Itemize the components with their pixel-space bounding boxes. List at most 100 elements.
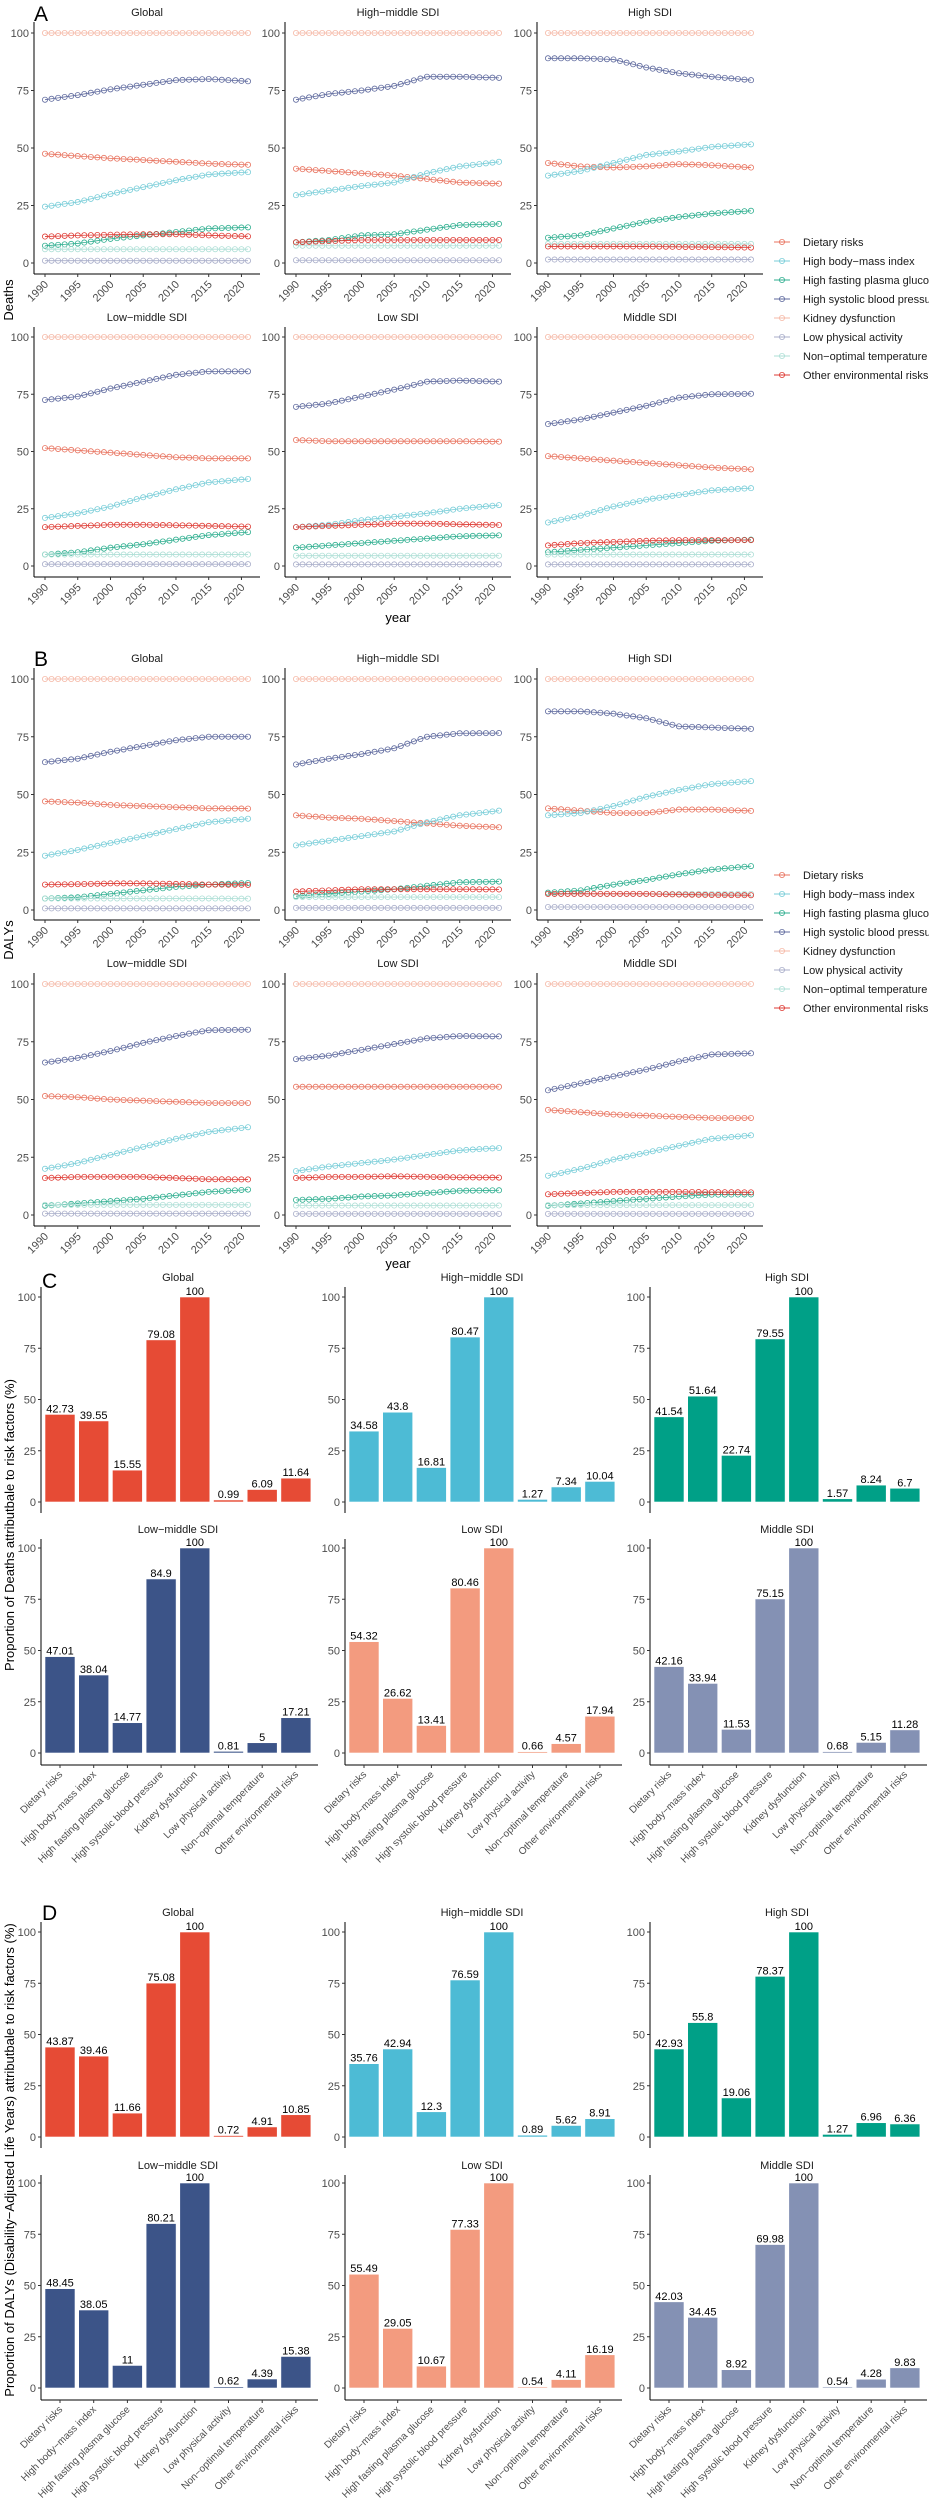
data-point	[590, 29, 597, 36]
data-point	[482, 438, 489, 445]
data-point	[430, 29, 437, 36]
data-point	[338, 1050, 345, 1057]
data-point	[456, 894, 463, 901]
data-point	[623, 500, 630, 507]
data-point	[81, 90, 88, 97]
x-tick-label: 2010	[407, 582, 433, 608]
data-point	[482, 1174, 489, 1181]
series-1	[545, 453, 755, 473]
data-point	[584, 1109, 591, 1116]
data-point	[669, 981, 676, 988]
data-point	[590, 561, 597, 568]
data-point	[391, 552, 398, 559]
series-line	[44, 801, 249, 809]
data-point	[192, 482, 199, 489]
data-point	[371, 181, 378, 188]
data-point	[365, 539, 372, 546]
data-point	[571, 887, 578, 894]
data-point	[166, 884, 173, 891]
data-point	[186, 823, 193, 830]
data-point	[603, 890, 610, 897]
data-point	[443, 731, 450, 738]
data-point	[231, 169, 238, 176]
data-point	[205, 1099, 212, 1106]
data-point	[332, 894, 339, 901]
bar	[179, 1296, 211, 1503]
data-point	[100, 1153, 107, 1160]
data-point	[443, 257, 450, 264]
data-point	[675, 333, 682, 340]
data-point	[378, 538, 385, 545]
bar-value-label: 1.27	[827, 2123, 848, 2135]
data-point	[338, 835, 345, 842]
data-point	[728, 486, 735, 493]
data-point	[345, 519, 352, 526]
data-point	[397, 438, 404, 445]
data-point	[186, 895, 193, 902]
data-point	[734, 1114, 741, 1121]
y-tick-label: 100	[514, 979, 532, 991]
data-point	[545, 256, 552, 263]
data-point	[603, 243, 610, 250]
data-point	[577, 903, 584, 910]
data-point	[741, 1210, 748, 1217]
data-point	[630, 243, 637, 250]
data-point	[482, 904, 489, 911]
data-point	[371, 676, 378, 683]
data-point	[133, 1210, 140, 1217]
data-point	[140, 1097, 147, 1104]
data-point	[689, 161, 696, 168]
data-point	[482, 180, 489, 187]
data-point	[597, 256, 604, 263]
data-point	[715, 464, 722, 471]
data-point	[153, 157, 160, 164]
data-point	[469, 904, 476, 911]
data-point	[74, 676, 81, 683]
data-point	[225, 905, 232, 912]
data-point	[306, 257, 313, 264]
data-point	[312, 93, 319, 100]
data-point	[371, 171, 378, 178]
data-point	[551, 811, 558, 818]
data-point	[617, 809, 624, 816]
data-point	[450, 506, 457, 513]
data-point	[81, 561, 88, 568]
data-point	[669, 243, 676, 250]
data-point	[590, 256, 597, 263]
data-point	[166, 231, 173, 238]
x-tick-label: 2000	[594, 582, 620, 608]
data-point	[423, 170, 430, 177]
y-tick-label: 100	[262, 28, 280, 40]
data-point	[617, 551, 624, 558]
data-point	[61, 29, 68, 36]
data-point	[179, 176, 186, 183]
data-point	[495, 74, 502, 81]
data-point	[365, 521, 372, 528]
data-point	[74, 905, 81, 912]
y-tick-label: 100	[18, 2178, 36, 2190]
data-point	[469, 879, 476, 886]
data-point	[159, 78, 166, 85]
data-point	[186, 1132, 193, 1139]
data-point	[192, 533, 199, 540]
data-point	[675, 161, 682, 168]
data-point	[430, 1210, 437, 1217]
data-point	[571, 547, 578, 554]
x-tick-label: 2005	[124, 925, 150, 951]
data-point	[682, 256, 689, 263]
series-7	[292, 894, 502, 901]
data-point	[643, 218, 650, 225]
data-point	[325, 1163, 332, 1170]
data-point	[312, 981, 319, 988]
data-point	[443, 333, 450, 340]
data-point	[463, 1146, 470, 1153]
data-point	[365, 676, 372, 683]
data-point	[140, 494, 147, 501]
data-point	[708, 1189, 715, 1196]
data-point	[417, 1083, 424, 1090]
data-point	[74, 246, 81, 253]
data-point	[166, 803, 173, 810]
x-tick-label: Kidney dysfunction	[437, 1769, 504, 1836]
data-point	[192, 821, 199, 828]
data-point	[153, 181, 160, 188]
